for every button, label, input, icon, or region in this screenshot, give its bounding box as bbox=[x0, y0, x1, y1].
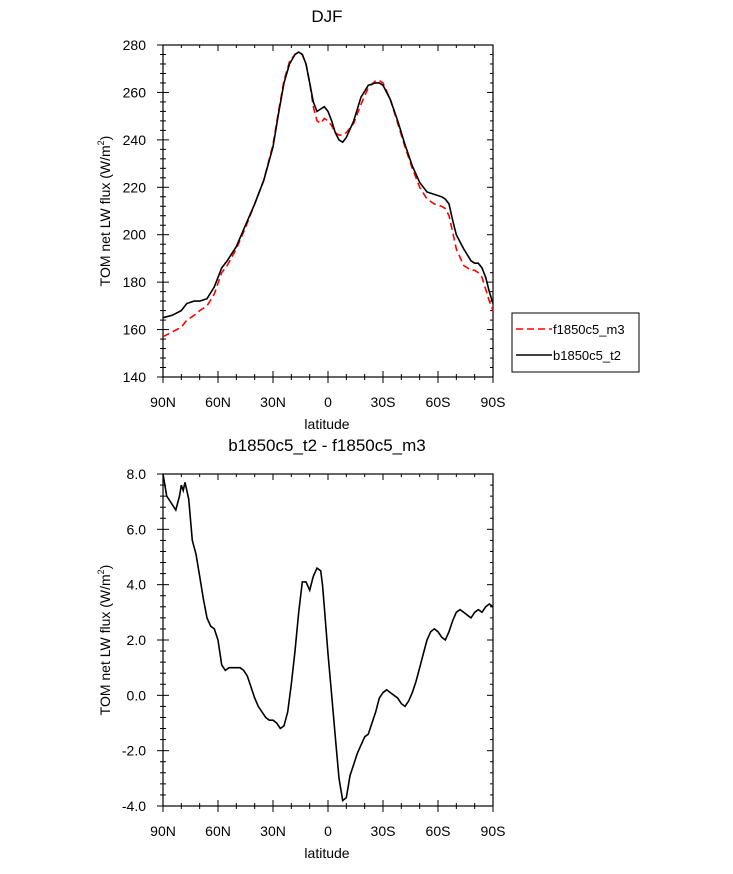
bottom-xtick-30s: 30S bbox=[371, 823, 396, 839]
bottom-xtick-60s: 60S bbox=[426, 823, 451, 839]
bottom-xtick-90s: 90S bbox=[481, 823, 506, 839]
top-ytick-240: 240 bbox=[123, 132, 147, 148]
bottom-x-axis-label: latitude bbox=[304, 845, 349, 861]
top-y-axis-label-main: TOM net LW flux (W/m bbox=[97, 145, 113, 286]
top-ytick-280: 280 bbox=[123, 37, 147, 53]
bottom-ytick-neg2: -2.0 bbox=[122, 743, 146, 759]
panel-top: DJF 90N 60N 30N 0 30S 60S 90S 140 160 18… bbox=[96, 7, 505, 432]
bottom-axis-ticks bbox=[157, 473, 494, 812]
top-xtick-60s: 60S bbox=[426, 394, 451, 410]
bottom-xtick-60n: 60N bbox=[205, 823, 231, 839]
bottom-y-axis-label-sup: 2 bbox=[96, 569, 106, 574]
legend-label-f1850c5-m3: f1850c5_m3 bbox=[553, 322, 625, 337]
top-ytick-160: 160 bbox=[123, 322, 147, 338]
bottom-ytick-6: 6.0 bbox=[127, 521, 147, 537]
bottom-y-tick-labels: -4.0 -2.0 0.0 2.0 4.0 6.0 8.0 bbox=[122, 466, 146, 814]
top-axis-ticks bbox=[157, 44, 494, 383]
top-xtick-60n: 60N bbox=[205, 394, 231, 410]
top-xtick-0: 0 bbox=[324, 394, 332, 410]
bottom-y-axis-label: TOM net LW flux (W/m2) bbox=[96, 565, 113, 716]
top-xtick-90s: 90S bbox=[481, 394, 506, 410]
bottom-x-tick-labels: 90N 60N 30N 0 30S 60S 90S bbox=[150, 823, 505, 839]
bottom-ytick-4: 4.0 bbox=[127, 577, 147, 593]
top-plot-frame bbox=[162, 44, 494, 378]
top-xtick-30n: 30N bbox=[260, 394, 286, 410]
bottom-ytick-0: 0.0 bbox=[127, 687, 147, 703]
series-line-b1850c5-t2 bbox=[162, 51, 494, 319]
top-ytick-140: 140 bbox=[123, 369, 147, 385]
bottom-y-axis-label-main: TOM net LW flux (W/m bbox=[97, 574, 113, 715]
top-y-axis-label-sup: 2 bbox=[96, 140, 106, 145]
top-y-axis-label-close: ) bbox=[97, 136, 113, 141]
top-y-axis-label: TOM net LW flux (W/m2) bbox=[96, 136, 113, 287]
bottom-xtick-0: 0 bbox=[324, 823, 332, 839]
bottom-xtick-90n: 90N bbox=[150, 823, 176, 839]
top-ytick-200: 200 bbox=[123, 227, 147, 243]
bottom-ytick-8: 8.0 bbox=[127, 466, 147, 482]
series-line-f1850c5-m3 bbox=[162, 51, 494, 338]
top-ytick-180: 180 bbox=[123, 274, 147, 290]
top-chart-title: DJF bbox=[311, 7, 342, 26]
bottom-ytick-2: 2.0 bbox=[127, 632, 147, 648]
top-x-axis-label: latitude bbox=[304, 416, 349, 432]
top-xtick-30s: 30S bbox=[371, 394, 396, 410]
top-y-tick-labels: 140 160 180 200 220 240 260 280 bbox=[123, 37, 147, 385]
legend-label-b1850c5-t2: b1850c5_t2 bbox=[553, 348, 621, 363]
bottom-y-axis-label-close: ) bbox=[97, 565, 113, 570]
legend: f1850c5_m3 b1850c5_t2 bbox=[511, 312, 640, 373]
bottom-xtick-30n: 30N bbox=[260, 823, 286, 839]
top-ytick-260: 260 bbox=[123, 84, 147, 100]
bottom-ytick-neg4: -4.0 bbox=[122, 798, 146, 814]
panel-bottom: b1850c5_t2 - f1850c5_m3 90N 60N 30N 0 30… bbox=[96, 436, 505, 861]
top-x-tick-labels: 90N 60N 30N 0 30S 60S 90S bbox=[150, 394, 505, 410]
series-line-difference bbox=[162, 473, 494, 802]
top-xtick-90n: 90N bbox=[150, 394, 176, 410]
bottom-plot-frame bbox=[162, 473, 494, 807]
bottom-chart-title: b1850c5_t2 - f1850c5_m3 bbox=[228, 436, 426, 455]
legend-box bbox=[511, 312, 640, 373]
top-ytick-220: 220 bbox=[123, 179, 147, 195]
